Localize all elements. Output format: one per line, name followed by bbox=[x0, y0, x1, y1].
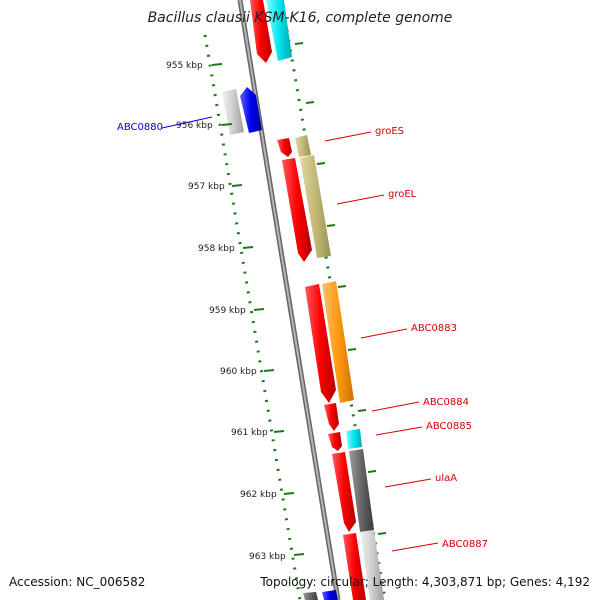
gene-labels: ABC0880 groES groEL ABC0883 ABC0884 ABC0… bbox=[117, 116, 488, 552]
genome-summary-text: Topology: circular; Length: 4,303,871 bp… bbox=[260, 575, 590, 589]
tick-label: 955 kbp bbox=[166, 61, 203, 71]
gene-block-cyan[interactable] bbox=[346, 429, 362, 449]
gene-block-gray[interactable] bbox=[222, 89, 244, 135]
tick-label: 958 kbp bbox=[198, 244, 235, 254]
accession-text: Accession: NC_006582 bbox=[9, 575, 146, 589]
tick-mark bbox=[283, 492, 295, 495]
gene-block-orange[interactable] bbox=[322, 281, 354, 403]
gene-features bbox=[222, 0, 384, 600]
gene-arrow-red[interactable] bbox=[305, 284, 336, 403]
tick-mark bbox=[211, 63, 223, 66]
gene-label-abc0883[interactable]: ABC0883 bbox=[411, 323, 457, 334]
gene-block-gray[interactable] bbox=[360, 530, 384, 600]
gene-label-abc0885[interactable]: ABC0885 bbox=[426, 421, 472, 432]
tick-label: 961 kbp bbox=[231, 428, 268, 438]
gene-label-groel[interactable]: groEL bbox=[388, 189, 417, 200]
gene-arrow-red[interactable] bbox=[328, 432, 342, 451]
tick-label: 960 kbp bbox=[220, 367, 257, 377]
tick-mark bbox=[221, 123, 233, 126]
genome-title: Bacillus clausii KSM-K16, complete genom… bbox=[147, 10, 453, 26]
gene-arrow-red[interactable] bbox=[343, 533, 366, 600]
gene-arrow-red[interactable] bbox=[324, 403, 339, 431]
gene-arrow-red[interactable] bbox=[332, 452, 356, 532]
gene-arrow-blue[interactable] bbox=[240, 87, 262, 133]
tick-label: 963 kbp bbox=[249, 552, 286, 562]
tick-label: 957 kbp bbox=[188, 182, 225, 192]
gene-block-dark[interactable] bbox=[349, 449, 374, 532]
gene-arrow-red[interactable] bbox=[282, 158, 312, 262]
gene-label-abc0880[interactable]: ABC0880 bbox=[117, 122, 163, 133]
tick-mark bbox=[293, 553, 305, 556]
tick-label: 959 kbp bbox=[209, 306, 246, 316]
gene-block-olive[interactable] bbox=[295, 135, 311, 157]
tick-mark bbox=[231, 184, 243, 187]
kbp-scale: 955 kbp 956 kbp 957 kbp 958 kbp 959 kbp … bbox=[166, 42, 387, 562]
gene-label-groes[interactable]: groES bbox=[375, 126, 404, 137]
tick-mark bbox=[263, 369, 275, 372]
gene-arrow-red[interactable] bbox=[250, 0, 272, 63]
tick-label: 956 kbp bbox=[176, 121, 213, 131]
tick-mark bbox=[242, 246, 254, 249]
tick-mark bbox=[273, 430, 285, 433]
tick-label: 962 kbp bbox=[240, 490, 277, 500]
gene-arrow-cyan[interactable] bbox=[266, 0, 292, 61]
gene-arrow-red[interactable] bbox=[277, 138, 292, 157]
gene-label-ulaa[interactable]: ulaA bbox=[435, 473, 457, 484]
gene-block-olive[interactable] bbox=[300, 155, 331, 258]
tick-mark bbox=[253, 308, 265, 311]
gene-label-abc0887[interactable]: ABC0887 bbox=[442, 539, 488, 550]
gene-label-abc0884[interactable]: ABC0884 bbox=[423, 397, 469, 408]
